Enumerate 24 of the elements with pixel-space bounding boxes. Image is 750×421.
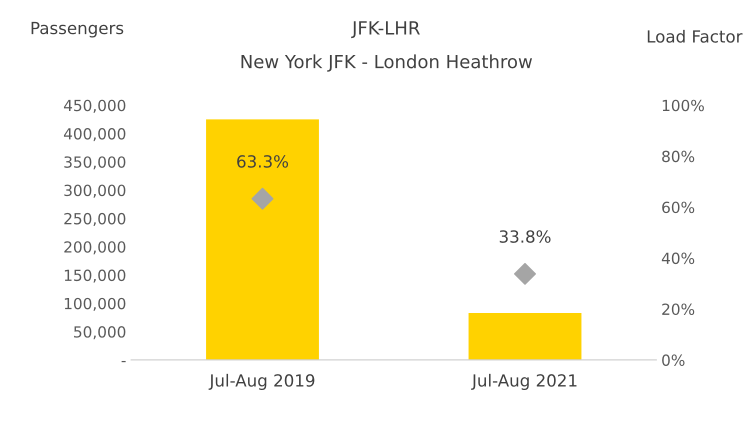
y-axis-title: Passengers bbox=[32, 22, 124, 38]
chart-title: JFK-LHR bbox=[351, 21, 420, 38]
x-tick-label: Jul-Aug 2019 bbox=[208, 374, 314, 390]
y2-tick-label: 100% bbox=[662, 100, 704, 112]
data-label: 63.3% bbox=[237, 155, 288, 168]
data-label: 33.8% bbox=[500, 230, 551, 243]
y-tick-label: 400,000 bbox=[64, 128, 126, 142]
y-tick-label: 450,000 bbox=[64, 100, 126, 113]
y2-tick-label: 20% bbox=[662, 303, 694, 316]
y-tick-label: - bbox=[122, 360, 126, 362]
y-tick-label: 100,000 bbox=[64, 298, 126, 311]
y2-axis-title: Load Factor bbox=[648, 30, 742, 43]
chart-subtitle: New York JFK - London Heathrow bbox=[242, 54, 532, 72]
y-tick-label: 300,000 bbox=[64, 184, 126, 198]
y-tick-label: 250,000 bbox=[64, 212, 126, 226]
y-tick-label: 200,000 bbox=[64, 241, 126, 254]
y-tick-label: 350,000 bbox=[64, 156, 126, 170]
y2-tick-label: 40% bbox=[662, 252, 694, 264]
y2-tick-label: 60% bbox=[662, 202, 694, 214]
y-tick-label: 50,000 bbox=[74, 326, 126, 340]
y2-tick-label: 0% bbox=[662, 354, 685, 366]
x-tick-label: Jul-Aug 2021 bbox=[471, 374, 576, 390]
y-tick-label: 150,000 bbox=[64, 270, 126, 283]
y2-tick-label: 80% bbox=[662, 150, 694, 162]
